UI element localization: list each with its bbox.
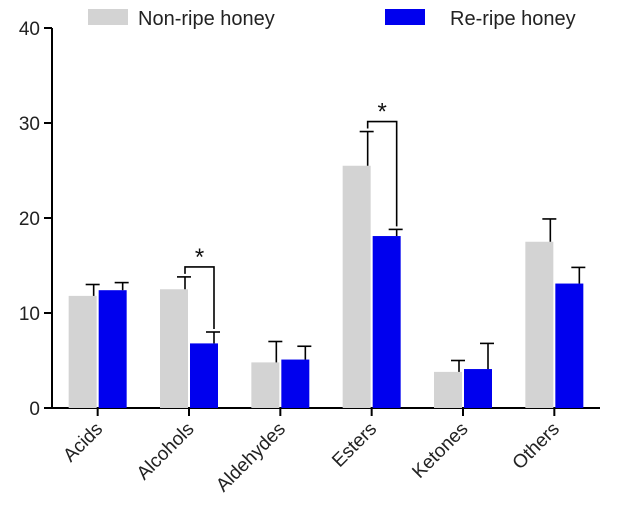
- bar-0-3: [342, 165, 371, 408]
- x-tick-label: Others: [509, 419, 564, 474]
- significance-marker: *: [377, 99, 386, 126]
- bar-1-5: [555, 283, 584, 408]
- bar-1-1: [190, 343, 218, 408]
- x-tick-label: Esters: [328, 419, 381, 472]
- bar-1-4: [464, 369, 492, 408]
- x-tick-label: Acids: [59, 419, 107, 467]
- bar-0-5: [525, 241, 554, 408]
- y-tick-label: 20: [19, 209, 40, 230]
- x-tick-label: Aldehydes: [212, 419, 290, 497]
- significance-bracket: [366, 120, 398, 227]
- legend-swatch-1: [385, 9, 425, 25]
- bar-1-0: [98, 290, 127, 408]
- legend-label-1: Re-ripe honey: [450, 8, 576, 30]
- legend-swatch-0: [88, 9, 128, 25]
- y-tick-label: 0: [29, 399, 40, 420]
- bar-0-0: [68, 295, 97, 408]
- significance-bracket: [184, 266, 215, 329]
- bar-0-2: [251, 362, 280, 408]
- x-tick-label: Alcohols: [133, 419, 199, 485]
- y-tick-label: 40: [19, 19, 40, 40]
- bar-1-3: [372, 236, 401, 408]
- bar-1-2: [281, 359, 310, 408]
- bar-0-4: [434, 371, 462, 408]
- x-tick-label: Ketones: [408, 419, 472, 483]
- bar-0-1: [160, 289, 188, 408]
- y-tick-label: 10: [19, 304, 40, 325]
- y-tick-label: 30: [19, 114, 40, 135]
- legend-label-0: Non-ripe honey: [138, 8, 275, 30]
- significance-marker: *: [195, 244, 204, 271]
